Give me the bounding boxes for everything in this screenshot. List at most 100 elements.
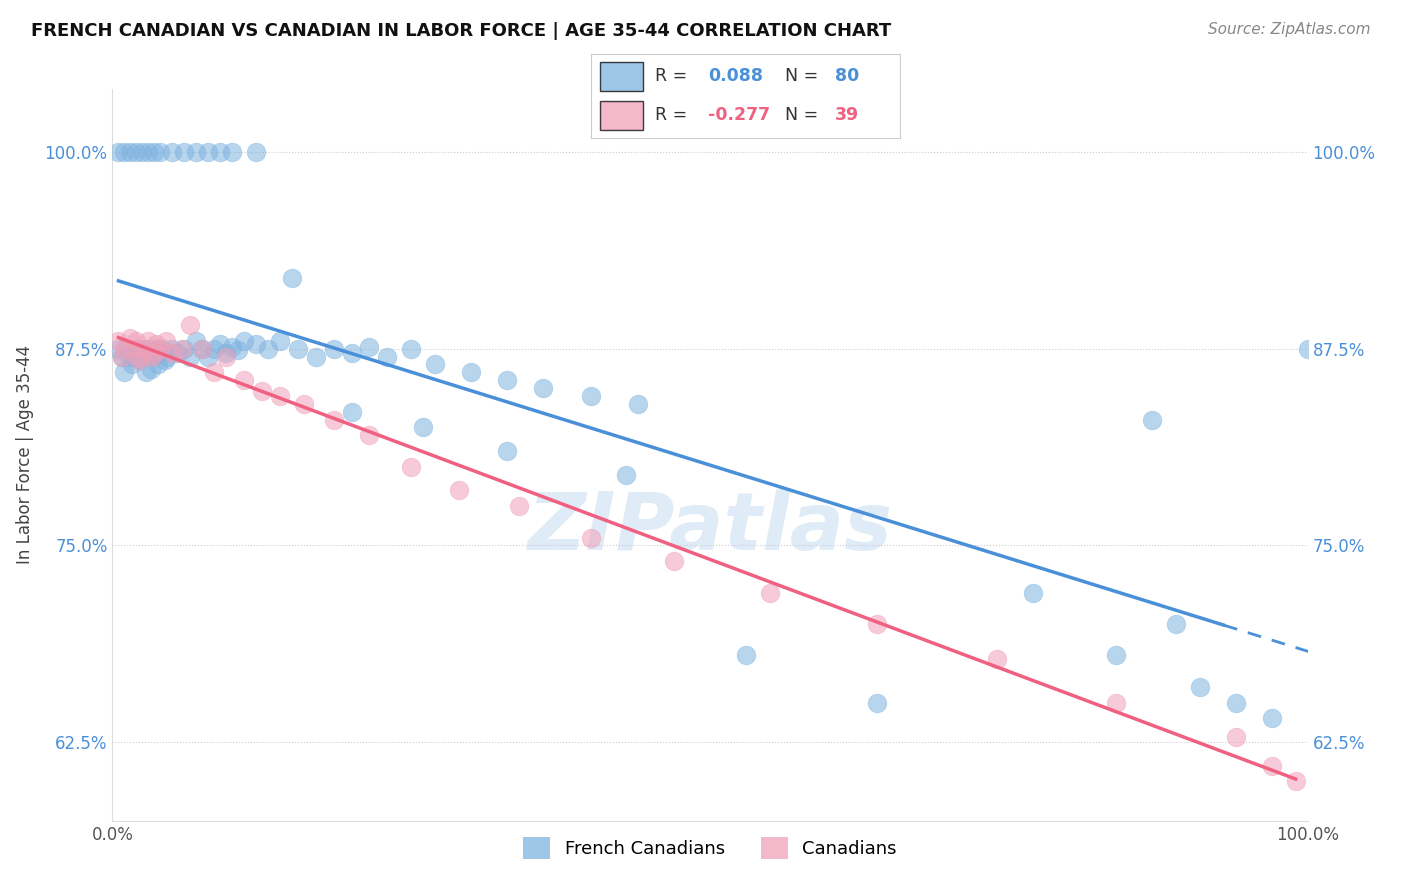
Point xyxy=(215,346,238,360)
Text: 39: 39 xyxy=(835,106,859,124)
Point xyxy=(401,342,423,356)
Point xyxy=(162,346,183,360)
Point xyxy=(269,334,291,348)
Point xyxy=(340,405,363,419)
Point xyxy=(287,342,309,356)
Point xyxy=(447,483,470,498)
Point xyxy=(245,145,267,160)
Point xyxy=(209,145,232,160)
Point xyxy=(616,467,638,482)
Point xyxy=(401,459,423,474)
Text: 80: 80 xyxy=(835,68,859,86)
Point xyxy=(156,350,179,364)
Point xyxy=(322,412,344,426)
Point xyxy=(143,346,166,360)
Point xyxy=(866,617,889,632)
Point xyxy=(221,340,243,354)
Point xyxy=(508,499,530,513)
Point xyxy=(149,342,172,356)
Point xyxy=(143,145,166,160)
Point xyxy=(139,362,162,376)
Point xyxy=(170,342,193,356)
Point xyxy=(377,350,399,364)
Point xyxy=(138,145,160,160)
Text: N =: N = xyxy=(786,106,824,124)
Point xyxy=(125,145,148,160)
Point xyxy=(1296,342,1319,356)
Point xyxy=(425,358,447,372)
Point xyxy=(305,350,328,364)
Point xyxy=(149,145,172,160)
Text: R =: R = xyxy=(655,106,693,124)
Point xyxy=(359,428,381,442)
Y-axis label: In Labor Force | Age 35-44: In Labor Force | Age 35-44 xyxy=(15,345,34,565)
Point xyxy=(1261,711,1284,725)
Point xyxy=(1142,412,1164,426)
Point xyxy=(1105,696,1128,710)
Text: R =: R = xyxy=(655,68,693,86)
Point xyxy=(122,342,145,356)
Point xyxy=(460,365,482,379)
Point xyxy=(986,651,1008,665)
Point xyxy=(125,342,148,356)
Point xyxy=(131,145,153,160)
Point xyxy=(496,373,519,387)
Point xyxy=(209,337,232,351)
Point xyxy=(496,444,519,458)
Point xyxy=(107,342,129,356)
Point xyxy=(153,352,176,367)
Point xyxy=(122,350,145,364)
Point xyxy=(233,334,256,348)
Point xyxy=(146,358,169,372)
Point xyxy=(664,554,686,568)
Point xyxy=(167,346,190,360)
Point xyxy=(120,331,142,345)
Point xyxy=(155,334,177,348)
FancyBboxPatch shape xyxy=(600,62,643,91)
Point xyxy=(531,381,554,395)
Point xyxy=(173,342,195,356)
Point xyxy=(107,145,129,160)
Point xyxy=(281,271,304,285)
Text: FRENCH CANADIAN VS CANADIAN IN LABOR FORCE | AGE 35-44 CORRELATION CHART: FRENCH CANADIAN VS CANADIAN IN LABOR FOR… xyxy=(31,22,891,40)
Point xyxy=(142,350,165,364)
Text: -0.277: -0.277 xyxy=(709,106,770,124)
Point xyxy=(1189,680,1212,694)
Point xyxy=(202,365,225,379)
Text: ZIPatlas: ZIPatlas xyxy=(527,489,893,567)
Point xyxy=(1166,617,1188,632)
Point xyxy=(128,352,150,367)
Point xyxy=(179,350,201,364)
Legend: French Canadians, Canadians: French Canadians, Canadians xyxy=(516,830,904,866)
Point xyxy=(138,334,160,348)
Point xyxy=(197,145,219,160)
Point xyxy=(162,145,183,160)
Point xyxy=(152,342,174,356)
Point xyxy=(149,346,172,360)
Point xyxy=(197,350,219,364)
Point xyxy=(759,585,782,599)
Point xyxy=(359,340,381,354)
Point xyxy=(186,334,208,348)
Point xyxy=(269,389,291,403)
Point xyxy=(128,352,150,367)
Point xyxy=(579,389,602,403)
Point xyxy=(121,358,143,372)
Point xyxy=(179,318,201,333)
Point xyxy=(129,350,152,364)
Text: 0.088: 0.088 xyxy=(709,68,763,86)
Point xyxy=(1105,648,1128,663)
Point xyxy=(340,346,363,360)
Point xyxy=(215,350,238,364)
Point xyxy=(145,337,167,351)
Point xyxy=(292,397,315,411)
Point xyxy=(1225,696,1247,710)
Point xyxy=(1285,774,1308,789)
Point xyxy=(129,346,152,360)
FancyBboxPatch shape xyxy=(600,101,643,130)
Point xyxy=(132,342,155,356)
Point xyxy=(221,145,243,160)
Point xyxy=(114,342,135,356)
Point xyxy=(145,342,167,356)
Point xyxy=(125,334,148,348)
